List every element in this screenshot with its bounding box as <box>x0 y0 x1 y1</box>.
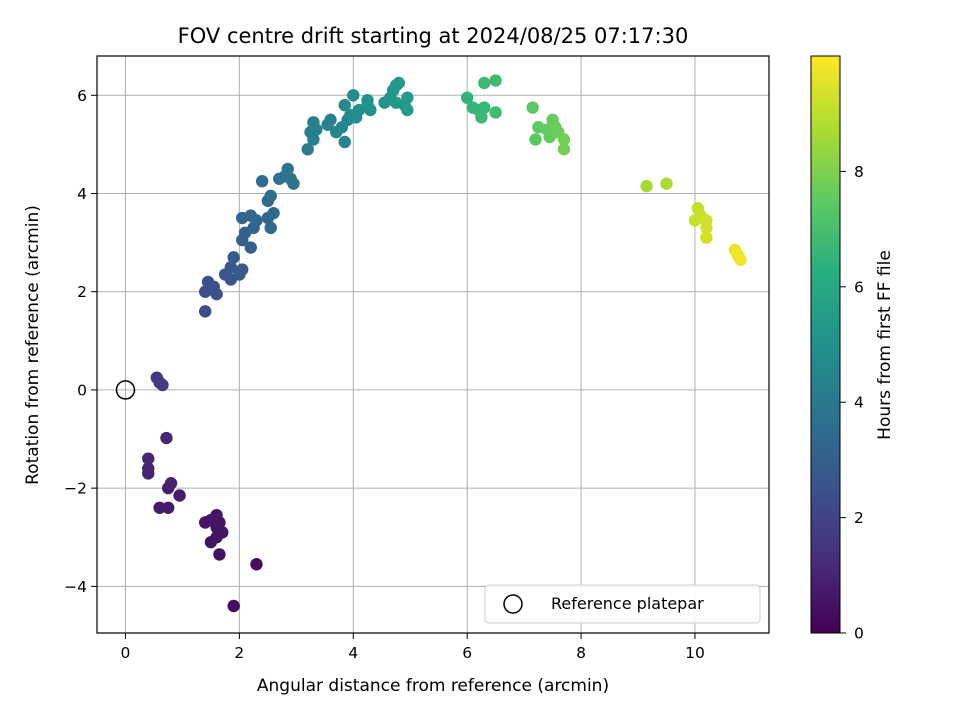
data-point <box>250 214 263 227</box>
data-point <box>207 280 220 293</box>
data-point <box>307 133 320 146</box>
data-points <box>142 74 747 613</box>
data-point <box>281 162 294 176</box>
chart-title: FOV centre drift starting at 2024/08/25 … <box>178 24 689 48</box>
data-point <box>324 113 337 127</box>
data-point <box>557 133 571 146</box>
data-point <box>301 143 314 156</box>
data-point <box>640 179 653 193</box>
data-point <box>475 111 488 124</box>
data-point <box>153 501 166 514</box>
data-point <box>213 548 226 561</box>
reference-point <box>115 380 136 400</box>
data-point <box>173 489 186 502</box>
colorbar-tick-label: 8 <box>854 163 864 181</box>
grid-lines <box>97 56 769 633</box>
y-tick-label: 0 <box>77 381 87 399</box>
y-axis-label: Rotation from reference (arcmin) <box>23 205 43 485</box>
colorbar: 0 2 4 6 8 Hours from first FF file <box>810 55 895 643</box>
colorbar-label: Hours from first FF file <box>875 250 895 440</box>
y-tick-label: 6 <box>77 87 87 105</box>
data-point <box>267 206 280 220</box>
data-point <box>244 241 257 254</box>
x-tick-label: 2 <box>234 644 244 662</box>
y-tick-label: 4 <box>77 185 87 203</box>
x-tick-label: 0 <box>121 644 131 662</box>
data-point <box>361 93 374 107</box>
legend: Reference platepar <box>484 584 761 624</box>
x-tick-label: 6 <box>462 644 472 662</box>
data-point <box>210 508 223 522</box>
data-point <box>734 253 747 266</box>
data-point <box>250 558 263 571</box>
data-point <box>224 260 238 274</box>
data-point <box>227 599 240 613</box>
data-point <box>236 263 249 276</box>
data-point <box>460 91 474 104</box>
colorbar-tick-label: 6 <box>854 278 864 296</box>
data-point <box>347 89 360 102</box>
x-tick-label: 8 <box>576 644 586 662</box>
data-point <box>478 76 491 90</box>
x-tick-label: 10 <box>685 644 705 662</box>
data-point <box>364 103 377 117</box>
data-point <box>156 378 169 392</box>
data-point <box>392 76 406 90</box>
data-point <box>164 477 178 490</box>
y-tick-label: −4 <box>64 578 87 596</box>
colorbar-gradient <box>810 55 841 634</box>
y-axis-ticks: −4 −2 0 2 4 6 <box>64 87 97 596</box>
data-point <box>142 452 155 465</box>
data-point <box>287 177 300 190</box>
data-point <box>338 135 351 149</box>
data-point <box>161 501 175 514</box>
data-point <box>264 221 277 235</box>
legend-box <box>484 584 761 624</box>
data-point <box>700 221 713 235</box>
data-point <box>529 133 542 146</box>
data-point <box>489 106 502 119</box>
data-point <box>401 91 414 104</box>
y-tick-label: −2 <box>64 480 87 498</box>
data-point <box>227 251 240 264</box>
x-axis-label: Angular distance from reference (arcmin) <box>257 676 609 696</box>
plot-frame <box>96 55 770 634</box>
colorbar-tick-label: 2 <box>854 509 864 527</box>
data-point <box>401 103 414 117</box>
colorbar-tick-label: 4 <box>854 394 864 412</box>
data-point <box>255 175 269 188</box>
data-point <box>338 98 351 112</box>
data-point <box>489 74 502 87</box>
data-point <box>700 231 713 244</box>
colorbar-ticks: 0 2 4 6 8 <box>840 163 864 643</box>
data-point <box>142 462 155 475</box>
data-point <box>478 101 491 114</box>
data-point <box>199 305 212 318</box>
data-point <box>660 177 673 190</box>
legend-marker <box>503 594 523 614</box>
data-point <box>526 101 539 114</box>
x-axis-ticks: 0 2 4 6 8 10 <box>121 633 705 662</box>
data-point <box>264 189 277 203</box>
colorbar-tick-label: 0 <box>854 625 864 643</box>
y-tick-label: 2 <box>77 283 87 301</box>
data-point <box>160 431 173 445</box>
legend-entry: Reference platepar <box>551 594 704 613</box>
data-point <box>307 116 320 129</box>
data-point <box>557 143 571 156</box>
x-tick-label: 4 <box>348 644 358 662</box>
